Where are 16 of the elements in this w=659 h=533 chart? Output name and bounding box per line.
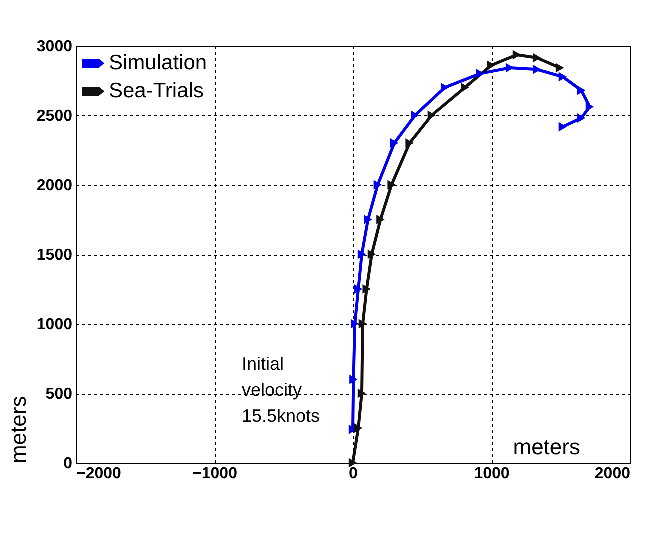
x-tick-label: 2000 [594, 466, 631, 482]
x-tick-label: −1000 [192, 466, 238, 482]
x-tick-label: 0 [349, 466, 358, 482]
legend-label: Simulation [109, 52, 208, 74]
y-tick-label: 2000 [36, 178, 73, 194]
y-tick-label: 1000 [36, 316, 73, 334]
annotation: Initial velocity 15.5knots [242, 354, 320, 426]
y-tick-label: 2500 [36, 108, 73, 125]
y-tick-label: 1500 [36, 247, 73, 264]
legend-label: Sea-Trials [109, 80, 204, 102]
y-tick-label: 3000 [36, 38, 73, 56]
x-tick-label: −2000 [76, 466, 122, 482]
x-axis-title: meters [513, 434, 580, 460]
y-tick-label: 500 [46, 386, 73, 403]
y-axis-title: meters [6, 396, 31, 464]
x-tick-label: 1000 [474, 466, 510, 482]
